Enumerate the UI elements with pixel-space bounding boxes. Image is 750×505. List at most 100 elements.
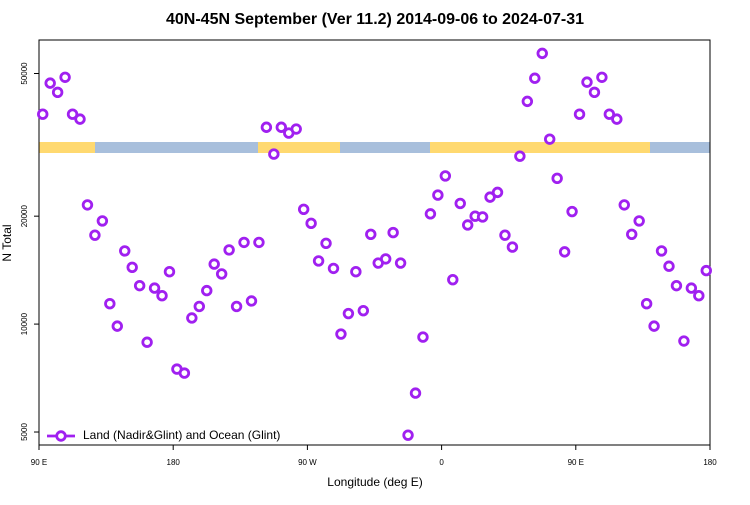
data-point [558, 246, 571, 258]
x-tick-label: 0 [439, 458, 444, 467]
data-point [275, 121, 288, 133]
data-point [596, 71, 608, 83]
data-point [379, 253, 392, 265]
data-point [133, 279, 146, 292]
data-point [499, 229, 511, 241]
data-point [447, 273, 459, 286]
data-point [223, 244, 235, 256]
data-point [432, 189, 444, 201]
legend-item: Land (Nadir&Glint) and Ocean (Glint) [47, 428, 280, 442]
data-point [208, 258, 220, 270]
data-point [327, 262, 340, 275]
data-point [163, 266, 176, 278]
data-point [424, 208, 437, 220]
data-point [305, 217, 317, 230]
data-point [215, 268, 228, 280]
data-point [402, 429, 414, 441]
data-point [491, 186, 504, 199]
y-tick-label: 50000 [20, 62, 29, 85]
land-ocean-map [39, 142, 710, 153]
data-point [670, 279, 683, 292]
data-point [506, 241, 519, 253]
data-point [59, 71, 71, 83]
data-point [156, 290, 168, 302]
data-point [633, 215, 645, 227]
data-point [603, 108, 616, 120]
data-point [74, 113, 86, 125]
y-tick-label: 20000 [20, 204, 29, 227]
data-point [394, 257, 407, 269]
data-point [678, 335, 690, 347]
x-tick-label: 90 E [31, 458, 47, 467]
data-point [521, 95, 534, 108]
x-tick-label: 180 [703, 458, 717, 467]
data-point [66, 108, 79, 120]
data-point [409, 387, 422, 399]
data-point [186, 312, 198, 324]
data-point [529, 72, 541, 84]
data-point [544, 133, 556, 145]
series [37, 47, 712, 441]
data-point [268, 148, 280, 160]
data-point [126, 261, 138, 274]
data-point [342, 307, 355, 320]
legend-label: Land (Nadir&Glint) and Ocean (Glint) [83, 428, 280, 442]
data-point [573, 108, 586, 120]
data-point [178, 367, 191, 379]
data-point [536, 47, 548, 60]
data-point [245, 295, 258, 307]
data-point [514, 150, 526, 162]
plot-frame [38, 39, 711, 446]
data-point [387, 226, 399, 239]
data-point [201, 284, 213, 297]
data-point [648, 320, 660, 332]
land-strip [258, 142, 340, 153]
x-tick-label: 90 W [298, 458, 317, 467]
data-point [566, 205, 578, 218]
data-point [312, 255, 325, 267]
data-point [141, 336, 153, 348]
data-point [96, 215, 109, 227]
data-point [461, 219, 474, 231]
x-tick-label: 180 [167, 458, 181, 467]
data-point [655, 245, 668, 257]
x-axis-label: Longitude (deg E) [327, 475, 422, 489]
y-tick-label: 10000 [20, 312, 29, 335]
data-point [618, 199, 630, 211]
data-point [119, 245, 131, 257]
y-axis-label: N Total [0, 224, 14, 261]
data-point [551, 172, 563, 185]
data-point [640, 297, 653, 310]
data-point [290, 123, 302, 135]
data-point [335, 328, 347, 340]
data-point [260, 121, 273, 133]
data-point [104, 297, 116, 310]
data-point [484, 191, 496, 203]
legend-marker [55, 430, 67, 442]
data-point [350, 266, 362, 278]
data-point [320, 237, 332, 250]
data-point [238, 236, 250, 249]
data-point [685, 282, 698, 294]
data-point [439, 170, 452, 182]
data-point [111, 320, 123, 332]
data-point [663, 260, 675, 272]
data-point [454, 197, 466, 210]
data-point [626, 228, 638, 241]
data-point [588, 86, 601, 99]
x-tick-label: 90 E [568, 458, 584, 467]
data-point [417, 331, 429, 343]
data-point [148, 282, 161, 294]
data-point [253, 236, 265, 249]
data-point [44, 77, 56, 89]
data-point [51, 86, 64, 99]
data-point [693, 290, 705, 302]
data-point [297, 203, 310, 216]
data-point [476, 211, 489, 223]
ocean-strip [95, 142, 258, 153]
data-point [357, 304, 370, 317]
data-point [37, 108, 49, 120]
land-strip [39, 142, 95, 153]
